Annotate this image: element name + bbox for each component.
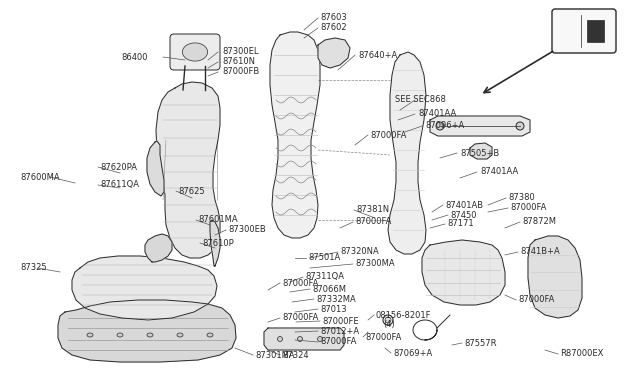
Polygon shape <box>318 38 350 68</box>
Text: 87625: 87625 <box>178 186 205 196</box>
Ellipse shape <box>207 333 213 337</box>
Text: 87602: 87602 <box>320 23 347 32</box>
Text: 87332MA: 87332MA <box>316 295 356 304</box>
Text: 87320NA: 87320NA <box>340 247 379 257</box>
Text: 87640+A: 87640+A <box>358 51 397 60</box>
Ellipse shape <box>147 333 153 337</box>
Text: 87301MA: 87301MA <box>255 350 294 359</box>
Ellipse shape <box>436 122 444 130</box>
Text: 87311QA: 87311QA <box>305 273 344 282</box>
Text: 87096+A: 87096+A <box>425 122 464 131</box>
Text: R87000EX: R87000EX <box>560 350 604 359</box>
FancyBboxPatch shape <box>552 9 616 53</box>
Text: 87501A: 87501A <box>308 253 340 263</box>
Polygon shape <box>528 236 582 318</box>
Text: 87401AA: 87401AA <box>418 109 456 119</box>
Text: 87012+A: 87012+A <box>320 327 359 336</box>
Text: 87066M: 87066M <box>312 285 346 294</box>
Text: 87000FA: 87000FA <box>370 131 406 140</box>
Text: 87000FE: 87000FE <box>322 317 358 326</box>
Ellipse shape <box>117 333 123 337</box>
Polygon shape <box>145 234 172 262</box>
Text: 87000FA: 87000FA <box>320 337 356 346</box>
Text: (4): (4) <box>383 321 395 330</box>
Text: 87611QA: 87611QA <box>100 180 139 189</box>
Text: 87000FA: 87000FA <box>355 218 392 227</box>
Text: 87000FA: 87000FA <box>282 279 318 288</box>
Text: 87000FA: 87000FA <box>518 295 554 305</box>
Text: 87300MA: 87300MA <box>355 260 395 269</box>
Ellipse shape <box>298 337 303 341</box>
Text: 87381N: 87381N <box>356 205 389 215</box>
Polygon shape <box>264 328 344 350</box>
Polygon shape <box>388 52 426 254</box>
Text: 87401AA: 87401AA <box>480 167 518 176</box>
Polygon shape <box>58 300 236 362</box>
Text: 87324: 87324 <box>282 350 308 359</box>
Text: 86400: 86400 <box>122 52 148 61</box>
Ellipse shape <box>182 43 207 61</box>
Ellipse shape <box>278 337 282 341</box>
Ellipse shape <box>317 337 323 341</box>
Text: 87450: 87450 <box>450 211 477 219</box>
Text: 8741B+A: 8741B+A <box>520 247 560 257</box>
Text: SEE SEC868: SEE SEC868 <box>395 96 446 105</box>
Text: 87505+B: 87505+B <box>460 148 499 157</box>
Text: 87000FA: 87000FA <box>365 333 401 341</box>
Ellipse shape <box>383 315 393 325</box>
Polygon shape <box>430 116 530 136</box>
Text: 87069+A: 87069+A <box>393 349 432 357</box>
Text: 87300EL: 87300EL <box>222 48 259 57</box>
Text: 87013: 87013 <box>320 305 347 314</box>
Text: 87000FB: 87000FB <box>222 67 259 77</box>
Text: 87872M: 87872M <box>522 218 556 227</box>
Text: 87000FA: 87000FA <box>510 203 547 212</box>
Polygon shape <box>422 240 505 305</box>
Text: 87000FA: 87000FA <box>282 314 318 323</box>
Polygon shape <box>147 141 164 196</box>
Ellipse shape <box>385 317 391 323</box>
Text: 87620PA: 87620PA <box>100 163 137 171</box>
Bar <box>587 20 604 42</box>
Text: 08156-8201F: 08156-8201F <box>376 311 431 320</box>
Text: 87601MA: 87601MA <box>198 215 237 224</box>
Text: 87380: 87380 <box>508 193 535 202</box>
Text: 87325: 87325 <box>20 263 47 273</box>
Text: 87610P: 87610P <box>202 238 234 247</box>
Ellipse shape <box>516 122 524 130</box>
Text: 87401AB: 87401AB <box>445 201 483 209</box>
Polygon shape <box>270 32 320 238</box>
FancyBboxPatch shape <box>170 34 220 70</box>
Text: 87171: 87171 <box>447 219 474 228</box>
Text: 87557R: 87557R <box>464 339 497 347</box>
Text: 87610N: 87610N <box>222 58 255 67</box>
Polygon shape <box>470 143 492 159</box>
Ellipse shape <box>177 333 183 337</box>
Text: 87300EB: 87300EB <box>228 225 266 234</box>
Polygon shape <box>72 256 217 320</box>
Text: 87600MA: 87600MA <box>20 173 60 182</box>
Text: 87603: 87603 <box>320 13 347 22</box>
Polygon shape <box>210 220 220 266</box>
Polygon shape <box>156 82 220 258</box>
Ellipse shape <box>87 333 93 337</box>
